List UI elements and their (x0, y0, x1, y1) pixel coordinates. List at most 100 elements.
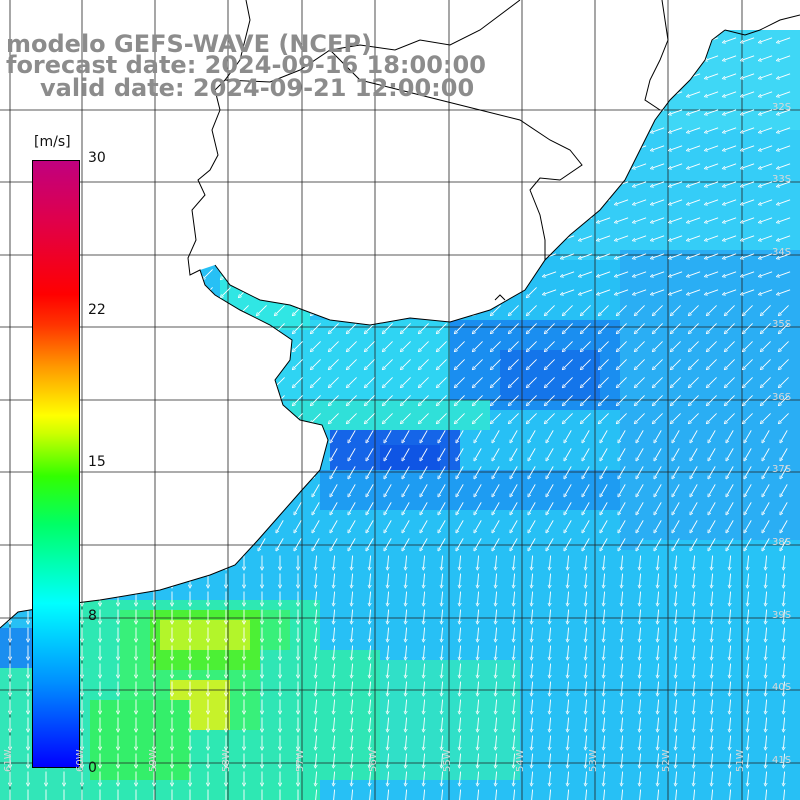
wind-arrow (725, 359, 735, 368)
wind-arrow (567, 573, 568, 587)
wind-arrow (311, 215, 321, 224)
wind-arrow (97, 430, 104, 441)
wind-arrow (403, 430, 410, 441)
wind-arrow (205, 502, 212, 513)
wind-arrow (459, 645, 460, 659)
wind-arrow (509, 323, 519, 332)
wind-arrow (113, 107, 123, 116)
wind-arrow (203, 359, 213, 368)
wind-arrow (513, 627, 514, 641)
wind-arrow (347, 377, 357, 386)
wind-arrow (257, 359, 267, 368)
wind-arrow (509, 269, 519, 278)
wind-arrow (509, 305, 519, 314)
wind-arrow (439, 448, 446, 459)
wind-arrow (616, 163, 629, 168)
wind-arrow (513, 573, 514, 587)
wind-arrow (131, 125, 141, 134)
wind-arrow (747, 645, 748, 659)
wind-arrow (763, 448, 770, 459)
wind-arrow (385, 430, 392, 441)
wind-arrow (475, 448, 482, 459)
wind-arrow (637, 430, 644, 441)
wind-arrow (401, 251, 411, 260)
wind-arrow (652, 127, 665, 132)
wind-arrow (581, 413, 591, 422)
wind-arrow (616, 145, 629, 150)
wind-arrow (149, 341, 159, 350)
wind-arrow (531, 591, 532, 605)
wind-arrow (691, 430, 698, 441)
wind-arrow (709, 520, 716, 531)
wind-arrow (185, 359, 195, 368)
wind-arrow (351, 573, 352, 587)
wind-arrow (385, 448, 392, 459)
wind-arrow (707, 395, 717, 404)
wind-arrow (477, 627, 478, 641)
wind-arrow (203, 287, 213, 296)
wind-arrow (742, 253, 755, 258)
wind-arrow (419, 125, 429, 134)
wind-arrow (329, 233, 339, 242)
wind-arrow (709, 448, 716, 459)
wind-arrow (671, 395, 681, 404)
wind-arrow (419, 215, 429, 224)
wind-arrow (23, 125, 33, 134)
wind-arrow (621, 573, 622, 587)
wind-arrow (113, 251, 123, 260)
wind-arrow (257, 413, 267, 422)
wind-arrow (742, 289, 755, 294)
wind-arrow (671, 305, 681, 314)
wind-arrow (149, 107, 159, 116)
wind-arrow (781, 520, 788, 531)
wind-arrow (562, 109, 575, 114)
wind-arrow (313, 520, 320, 531)
wind-arrow (401, 269, 411, 278)
wind-arrow (329, 197, 339, 206)
wind-arrow (347, 143, 357, 152)
wind-arrow (601, 466, 608, 477)
wind-arrow (439, 466, 446, 477)
wind-arrow (293, 287, 303, 296)
wind-arrow (616, 109, 629, 114)
wind-arrow (455, 413, 465, 422)
wind-arrow (185, 341, 195, 350)
wind-arrow (727, 502, 734, 513)
wind-arrow (760, 199, 773, 204)
wind-arrow (385, 520, 392, 531)
wind-arrow (239, 107, 249, 116)
wind-arrow (743, 323, 753, 332)
wind-arrow (778, 37, 791, 42)
wind-arrow (365, 215, 375, 224)
wind-arrow (598, 91, 611, 96)
wind-arrow (724, 181, 737, 186)
wind-arrow (115, 430, 122, 441)
wind-arrow (23, 89, 33, 98)
wind-arrow (423, 663, 424, 677)
wind-arrow (598, 37, 611, 42)
wind-arrow (131, 161, 141, 170)
wind-arrow (455, 125, 465, 134)
wind-arrow (637, 502, 644, 513)
wind-arrow (419, 107, 429, 116)
wind-arrow (763, 520, 770, 531)
wind-arrow (97, 484, 104, 495)
wind-arrow (652, 289, 665, 294)
wind-arrow (761, 377, 771, 386)
wind-arrow (706, 109, 719, 114)
wind-arrow (562, 181, 575, 186)
wind-arrow (293, 215, 303, 224)
wind-arrow (783, 663, 784, 677)
wind-arrow (221, 125, 231, 134)
wind-arrow (275, 197, 285, 206)
wind-arrow (491, 143, 501, 152)
wind-arrow (513, 609, 514, 623)
wind-arrow (527, 341, 537, 350)
wind-arrow (185, 413, 195, 422)
wind-arrow (673, 466, 680, 477)
wind-arrow (711, 555, 712, 569)
wind-arrow (347, 233, 357, 242)
wind-arrow (493, 502, 500, 513)
wind-arrow (583, 448, 590, 459)
wind-arrow (616, 199, 629, 204)
